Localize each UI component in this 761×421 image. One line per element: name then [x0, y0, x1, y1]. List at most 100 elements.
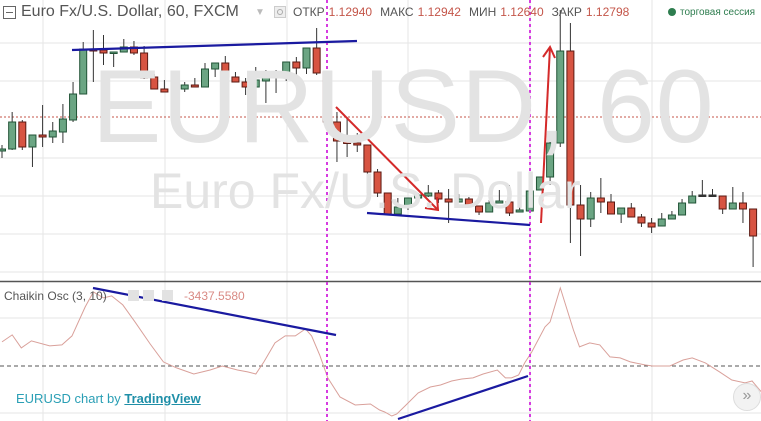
candle-body [404, 197, 412, 208]
candle-body [718, 195, 727, 210]
indicator-title[interactable]: Chaikin Osc (3, 10) [4, 289, 107, 303]
ohlc-legend: ОТКР 1.12940 МАКС 1.12942 МИН 1.12640 ЗА… [293, 2, 629, 22]
candle-body [708, 194, 717, 197]
status-dot-icon [668, 8, 676, 16]
candle-body [332, 121, 341, 142]
candle-body [596, 197, 605, 203]
candle-body [454, 198, 463, 203]
dropdown-chevron-icon[interactable]: ▼ [255, 6, 265, 18]
candle-body [160, 88, 169, 93]
candle-body [475, 205, 484, 213]
candle-body [515, 209, 524, 213]
symbol-title[interactable]: Euro Fx/U.S. Dollar, 60, FXCM [21, 3, 239, 20]
collapse-icon [3, 5, 16, 19]
high-value: 1.12942 [417, 5, 461, 19]
candle-body [495, 200, 504, 204]
candle-body [28, 134, 37, 148]
close-value: 1.12798 [585, 5, 630, 19]
up-arrow-drawing[interactable] [540, 44, 556, 224]
candle-body [201, 68, 209, 88]
low-value: 1.12640 [500, 5, 544, 19]
watermark-description: Euro Fx/U.S. Dollar [150, 163, 581, 219]
candle-body [241, 81, 250, 88]
candle-body [8, 121, 17, 150]
candle-body [272, 71, 281, 77]
candle-body [657, 218, 666, 227]
session-status: торговая сессия [668, 2, 755, 22]
chaikin-oscillator-line [1, 286, 761, 417]
candle-body [485, 202, 494, 213]
candle-body [180, 84, 189, 90]
candle-body [556, 50, 565, 144]
candle-body [58, 118, 67, 133]
candle-body [444, 198, 453, 203]
session-status-text: торговая сессия [680, 6, 756, 18]
open-label: ОТКР [293, 5, 325, 19]
candle-body [576, 204, 585, 220]
down-arrow-drawing[interactable] [335, 106, 440, 212]
indicator-value: -3437.5580 [184, 289, 245, 303]
candle-body [292, 61, 301, 69]
candle-body [393, 206, 402, 215]
resistance-trendline[interactable] [71, 39, 358, 52]
oscillator-trendline-up[interactable] [397, 374, 529, 421]
candle-body [617, 207, 626, 215]
candle-body [434, 192, 443, 200]
scroll-to-realtime-button[interactable]: » [733, 383, 761, 411]
candle-body [688, 195, 697, 204]
candle-body [586, 197, 595, 220]
candle-body [190, 84, 199, 88]
candle-body [505, 201, 514, 214]
candle-body [170, 88, 179, 94]
candle-body [637, 216, 646, 224]
tradingview-link[interactable]: TradingView [124, 391, 201, 406]
close-label: ЗАКР [551, 5, 582, 19]
candle-body [728, 202, 737, 210]
legend-collapse-button[interactable] [3, 2, 16, 22]
candle-body [0, 148, 6, 152]
candle-body [464, 198, 473, 207]
candle-body [79, 48, 88, 95]
open-value: 1.12940 [328, 5, 373, 19]
candle-body [109, 51, 118, 54]
candle-body [231, 76, 240, 83]
low-label: МИН [468, 5, 497, 19]
credit-prefix: EURUSD chart by [16, 391, 125, 406]
candle-body [48, 130, 57, 138]
candle-body [363, 144, 372, 173]
candle-body [647, 222, 656, 228]
settings-icon[interactable] [274, 2, 286, 22]
indicator-visibility-icon[interactable] [128, 290, 139, 301]
candle-body [38, 134, 47, 138]
high-label: МАКС [380, 5, 414, 19]
chart-credit: EURUSD chart by TradingView [16, 391, 201, 406]
candle-body [302, 47, 311, 69]
candle-body [343, 141, 352, 144]
watermark-symbol: EURUSD, 60 [92, 49, 715, 165]
indicator-settings-icon[interactable] [143, 290, 154, 301]
candle-body [566, 50, 575, 206]
candle-body [546, 142, 555, 178]
candle-body [312, 47, 321, 74]
candle-body [667, 214, 676, 220]
candle-body [353, 142, 362, 146]
candle-body [738, 202, 747, 210]
candle-body [698, 194, 707, 197]
double-chevron-right-icon: » [742, 387, 752, 404]
candle-body [18, 121, 27, 148]
indicator-remove-icon[interactable] [162, 290, 173, 301]
candle-body [211, 62, 220, 70]
candle-body [251, 79, 260, 88]
candle-body [607, 201, 615, 215]
candle-body [627, 207, 636, 218]
candle-body [261, 75, 270, 82]
candle-body [69, 93, 78, 121]
support-trendline[interactable] [366, 211, 531, 227]
candle-body [678, 202, 687, 216]
candle-body [414, 194, 423, 199]
candle-body [150, 76, 159, 90]
candle-body [221, 62, 230, 78]
candle-body [749, 208, 758, 237]
